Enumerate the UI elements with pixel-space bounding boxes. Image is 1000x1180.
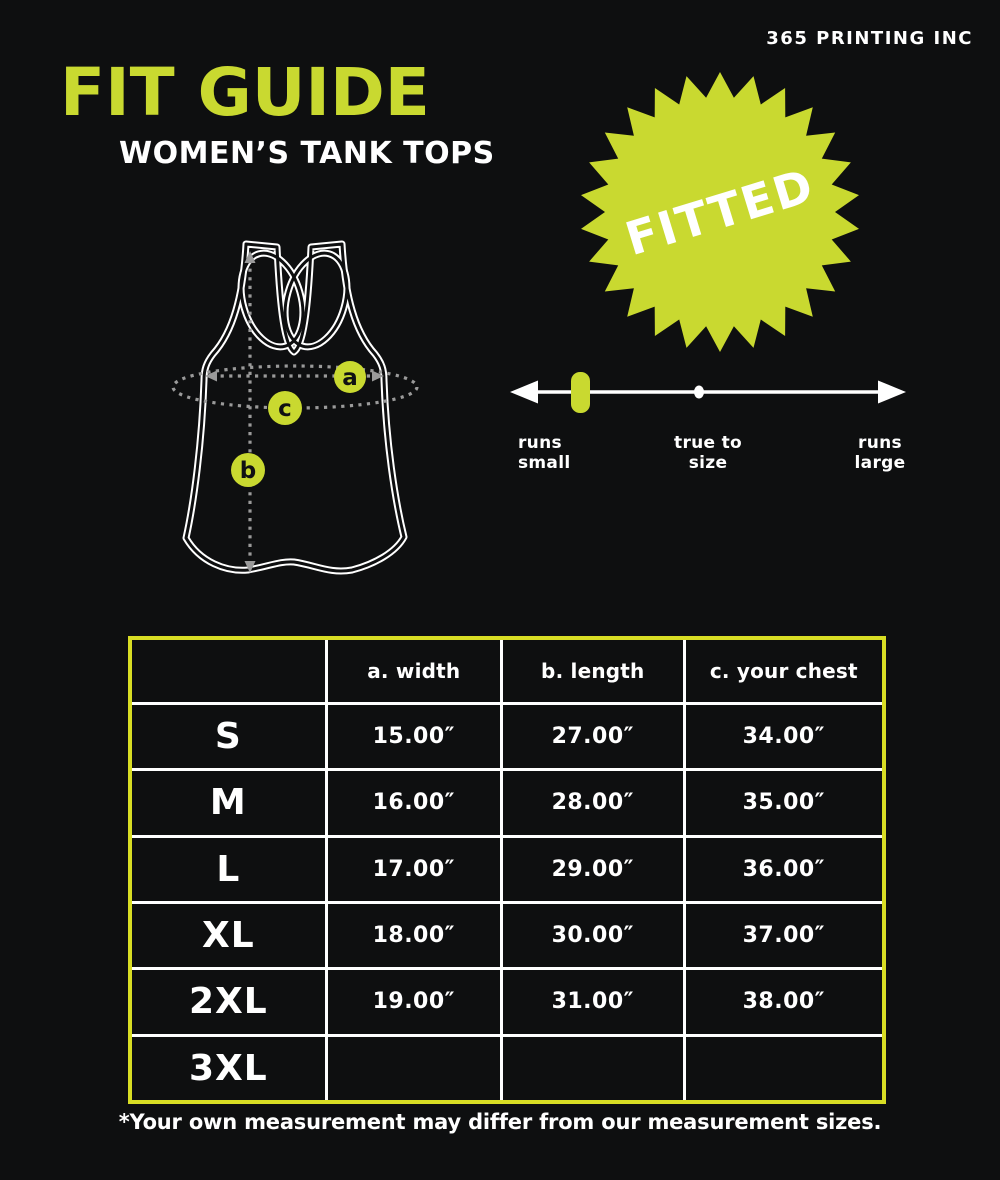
- fit-scale: [510, 372, 906, 413]
- table-header-chest: c. your chest: [685, 640, 882, 702]
- table-cell-length: [502, 1036, 683, 1100]
- table-header-length: b. length: [502, 640, 683, 702]
- fit-marker: [571, 372, 590, 413]
- scale-label-true-to-size: true to size: [674, 433, 742, 473]
- brand-name: 365 PRINTING INC: [766, 28, 973, 49]
- table-cell-chest: 38.00″: [685, 970, 882, 1034]
- table-cell-size: M: [132, 771, 325, 835]
- length-arrow-bottom-icon: [244, 561, 256, 573]
- table-cell-width: [327, 1036, 500, 1100]
- table-cell-length: 30.00″: [502, 903, 683, 968]
- scale-arrow-right-icon: [878, 380, 906, 404]
- tank-outline-inner: [184, 242, 406, 573]
- table-cell-size: 2XL: [132, 970, 325, 1034]
- size-table: a. width b. length c. your chest S 15.00…: [128, 636, 886, 1104]
- table-cell-chest: 36.00″: [685, 837, 882, 901]
- page-subtitle: WOMEN’S TANK TOPS: [119, 136, 495, 171]
- table-cell-size: S: [132, 705, 325, 769]
- table-cell-width: 19.00″: [327, 970, 500, 1034]
- width-arrow-right-icon: [372, 370, 384, 382]
- table-cell-length: 28.00″: [502, 771, 683, 835]
- table-cell-width: 17.00″: [327, 837, 500, 901]
- length-arrow-top-icon: [244, 251, 256, 263]
- footnote: *Your own measurement may differ from ou…: [118, 1110, 882, 1134]
- table-cell-length: 31.00″: [502, 970, 683, 1034]
- right-armhole-inner: [283, 251, 349, 349]
- tank-top-diagram: a c b: [171, 240, 419, 575]
- table-cell-width: 18.00″: [327, 903, 500, 968]
- scale-arrow-left-icon: [510, 380, 538, 404]
- point-c-circle: [268, 391, 302, 425]
- point-a-circle: [334, 361, 366, 393]
- table-header-size: [132, 640, 325, 702]
- width-arrow-left-icon: [205, 370, 217, 382]
- table-cell-width: 16.00″: [327, 771, 500, 835]
- page-title: FIT GUIDE: [60, 54, 430, 131]
- table-cell-chest: 35.00″: [685, 771, 882, 835]
- point-a-label: a: [342, 365, 358, 391]
- table-header-width: a. width: [327, 640, 500, 702]
- scale-label-runs-small: runs small: [518, 433, 571, 473]
- table-cell-length: 27.00″: [502, 705, 683, 769]
- table-cell-size: XL: [132, 903, 325, 968]
- table-cell-size: 3XL: [132, 1036, 325, 1100]
- scale-label-runs-large: runs large: [854, 433, 906, 473]
- point-b-label: b: [240, 458, 256, 484]
- true-to-size-dot: [694, 385, 704, 399]
- table-cell-chest: 37.00″: [685, 903, 882, 968]
- table-cell-length: 29.00″: [502, 837, 683, 901]
- table-cell-chest: [685, 1036, 882, 1100]
- chest-measure-ellipse: [171, 364, 419, 410]
- table-cell-size: L: [132, 837, 325, 901]
- fitted-badge: FITTED: [581, 72, 859, 352]
- table-cell-chest: 34.00″: [685, 705, 882, 769]
- point-b-circle: [231, 453, 265, 487]
- table-cell-width: 15.00″: [327, 705, 500, 769]
- starburst-icon: [581, 72, 859, 352]
- point-c-label: c: [278, 396, 292, 422]
- left-armhole-inner: [239, 251, 305, 349]
